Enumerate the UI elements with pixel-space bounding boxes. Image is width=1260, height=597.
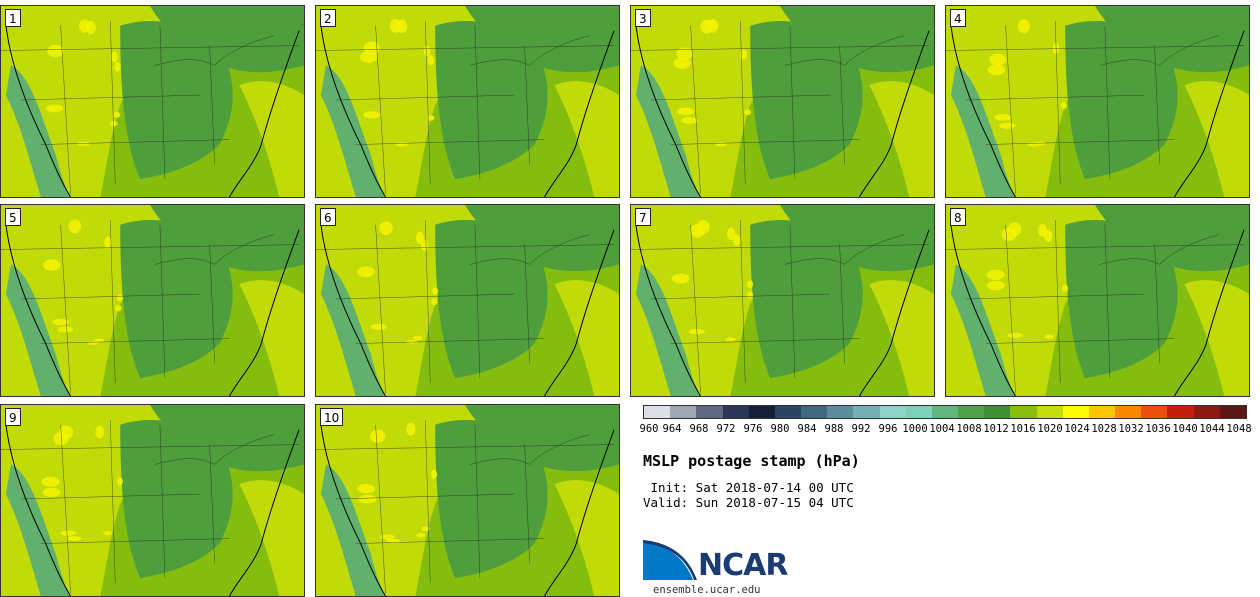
panel-label: 5 bbox=[5, 208, 21, 226]
site-url: ensemble.ucar.edu bbox=[653, 584, 761, 596]
colorbar-tick-label: 976 bbox=[743, 423, 763, 435]
colorbar-tick-label: 1000 bbox=[902, 423, 928, 435]
colorbar-swatch bbox=[1167, 406, 1194, 418]
colorbar-swatch bbox=[1115, 406, 1142, 418]
colorbar-swatch bbox=[984, 406, 1011, 418]
colorbar bbox=[643, 405, 1247, 419]
panel-label: 8 bbox=[950, 208, 966, 226]
map-panel: 3 bbox=[630, 5, 935, 198]
colorbar-swatch bbox=[879, 406, 906, 418]
panel-label: 9 bbox=[5, 408, 21, 426]
colorbar-tick-label: 988 bbox=[824, 423, 844, 435]
colorbar-swatch bbox=[1010, 406, 1037, 418]
colorbar-swatch bbox=[801, 406, 828, 418]
map-panel: 6 bbox=[315, 204, 620, 397]
colorbar-tick-label: 960 bbox=[639, 423, 659, 435]
valid-time: Valid: Sun 2018-07-15 04 UTC bbox=[643, 495, 854, 510]
logo-text: NCAR bbox=[698, 548, 788, 583]
colorbar-tick-label: 1044 bbox=[1199, 423, 1225, 435]
map-panel: 1 bbox=[0, 5, 305, 198]
colorbar-ticks: 960 964 968 972 976 980 984 988 992 996 1000 1004 10… bbox=[639, 423, 1252, 437]
colorbar-swatch bbox=[1062, 406, 1089, 418]
panel-label: 6 bbox=[320, 208, 336, 226]
colorbar-swatch bbox=[827, 406, 854, 418]
colorbar-tick-label: 1024 bbox=[1064, 423, 1090, 435]
colorbar-swatch bbox=[931, 406, 959, 418]
colorbar-swatch bbox=[853, 406, 880, 418]
colorbar-tick-label: 1020 bbox=[1037, 423, 1063, 435]
colorbar-tick-label: 1004 bbox=[929, 423, 955, 435]
map-panel: 7 bbox=[630, 204, 935, 397]
colorbar-swatch bbox=[722, 406, 749, 418]
colorbar-swatch bbox=[958, 406, 985, 418]
ncar-logo-icon bbox=[643, 540, 697, 580]
colorbar-swatch bbox=[696, 406, 723, 418]
colorbar-tick-label: 964 bbox=[662, 423, 682, 435]
colorbar-tick-label: 968 bbox=[689, 423, 709, 435]
colorbar-swatch bbox=[1036, 406, 1063, 418]
colorbar-tick-label: 1048 bbox=[1226, 423, 1252, 435]
panel-label: 7 bbox=[635, 208, 651, 226]
colorbar-tick-label: 1036 bbox=[1145, 423, 1171, 435]
panel-label: 1 bbox=[5, 9, 21, 27]
colorbar-tick-label: 1016 bbox=[1010, 423, 1036, 435]
map-panel: 10 bbox=[315, 404, 620, 597]
colorbar-swatch bbox=[1193, 406, 1220, 418]
colorbar-tick-label: 992 bbox=[851, 423, 871, 435]
colorbar-tick-label: 980 bbox=[770, 423, 790, 435]
init-time: Init: Sat 2018-07-14 00 UTC bbox=[643, 480, 854, 495]
colorbar-swatch bbox=[670, 406, 697, 418]
colorbar-swatch bbox=[748, 406, 775, 418]
colorbar-swatch bbox=[1219, 406, 1246, 418]
colorbar-swatch bbox=[1141, 406, 1168, 418]
colorbar-swatch bbox=[644, 406, 671, 418]
colorbar-swatch bbox=[774, 406, 802, 418]
colorbar-tick-label: 1040 bbox=[1172, 423, 1198, 435]
colorbar-tick-label: 1008 bbox=[956, 423, 982, 435]
colorbar-tick-label: 984 bbox=[797, 423, 817, 435]
colorbar-swatch bbox=[905, 406, 932, 418]
panel-label: 10 bbox=[320, 408, 344, 426]
colorbar-swatch bbox=[1088, 406, 1116, 418]
map-panel: 9 bbox=[0, 404, 305, 597]
colorbar-tick-label: 1032 bbox=[1118, 423, 1144, 435]
colorbar-tick-label: 996 bbox=[878, 423, 898, 435]
map-panel: 8 bbox=[945, 204, 1250, 397]
chart-title: MSLP postage stamp (hPa) bbox=[643, 452, 860, 470]
map-panel: 2 bbox=[315, 5, 620, 198]
panel-label: 2 bbox=[320, 9, 336, 27]
map-panel: 5 bbox=[0, 204, 305, 397]
colorbar-tick-label: 1028 bbox=[1091, 423, 1117, 435]
map-panel: 4 bbox=[945, 5, 1250, 198]
panel-label: 3 bbox=[635, 9, 651, 27]
panel-label: 4 bbox=[950, 9, 966, 27]
colorbar-tick-label: 1012 bbox=[983, 423, 1009, 435]
colorbar-tick-label: 972 bbox=[716, 423, 736, 435]
